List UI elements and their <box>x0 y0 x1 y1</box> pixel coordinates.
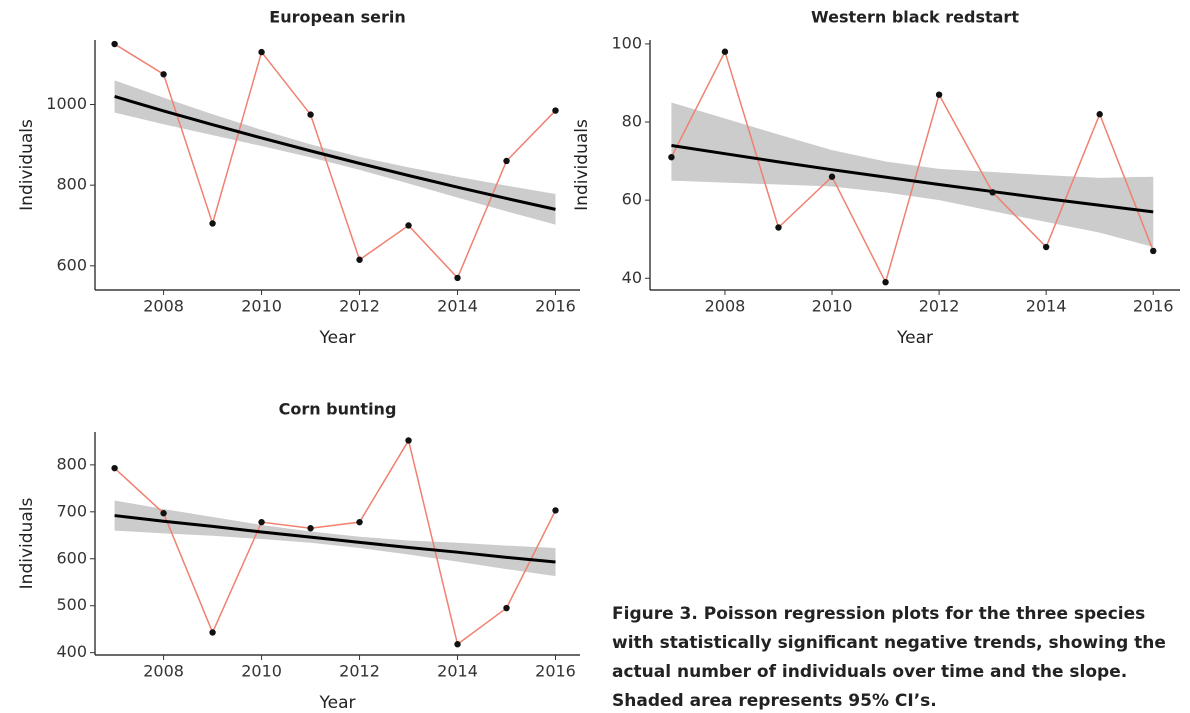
confidence-band <box>671 102 1154 248</box>
data-point <box>668 153 675 161</box>
y-tick-label: 500 <box>56 595 87 614</box>
data-point <box>882 278 889 286</box>
chart-title: Corn bunting <box>279 400 397 419</box>
x-tick-label: 2014 <box>437 297 478 316</box>
data-point <box>1096 111 1103 118</box>
x-tick-label: 2010 <box>241 662 282 681</box>
x-tick-label: 2008 <box>143 297 184 316</box>
y-tick-label: 600 <box>56 548 87 567</box>
chart-title: European serin <box>269 8 405 27</box>
x-axis-label: Year <box>319 693 356 713</box>
data-point <box>307 525 314 532</box>
data-point <box>503 157 510 165</box>
data-point <box>1042 243 1050 251</box>
x-tick-label: 2014 <box>437 662 478 681</box>
y-tick-label: 600 <box>56 255 87 274</box>
y-tick-label: 800 <box>56 454 87 473</box>
y-tick-label: 400 <box>56 642 87 661</box>
data-point <box>405 437 412 444</box>
confidence-band <box>114 80 556 225</box>
x-tick-label: 2008 <box>143 662 184 681</box>
caption: Figure 3. Poisson regression plots for t… <box>612 604 1166 711</box>
y-tick-label: 80 <box>622 112 642 131</box>
y-axis-label: Individuals <box>17 119 37 211</box>
x-tick-label: 2014 <box>1026 297 1067 316</box>
x-tick-label: 2012 <box>339 662 380 681</box>
data-point <box>307 111 314 118</box>
data-point <box>160 71 167 78</box>
data-line <box>114 438 557 646</box>
y-tick-label: 60 <box>622 190 642 209</box>
data-point <box>1150 247 1157 255</box>
data-point <box>160 510 167 517</box>
y-axis-label: Individuals <box>17 498 37 590</box>
x-tick-label: 2012 <box>339 297 380 316</box>
chart-title: Western black redstart <box>811 8 1019 27</box>
x-tick-label: 2010 <box>241 297 282 316</box>
y-tick-label: 40 <box>622 268 642 287</box>
x-axis-label: Year <box>319 328 356 348</box>
data-point <box>209 629 216 636</box>
trend-line <box>114 514 556 564</box>
data-point <box>552 507 559 514</box>
x-tick-label: 2016 <box>535 297 576 316</box>
data-point <box>356 518 363 526</box>
trend-line <box>114 95 556 211</box>
data-point <box>258 48 265 56</box>
data-point <box>209 220 216 227</box>
y-tick-label: 800 <box>56 175 87 194</box>
x-tick-label: 2010 <box>812 297 853 316</box>
data-point <box>258 518 265 526</box>
data-point <box>503 604 510 612</box>
y-axis-label: Individuals <box>572 119 592 211</box>
x-tick-label: 2008 <box>705 297 746 316</box>
y-tick-label: 700 <box>56 501 87 520</box>
data-point <box>356 256 363 263</box>
x-axis-label: Year <box>896 328 933 348</box>
data-point <box>828 173 836 180</box>
y-tick-label: 100 <box>611 33 642 52</box>
x-tick-label: 2012 <box>919 297 960 316</box>
data-point <box>989 189 996 196</box>
trend-line <box>671 143 1154 214</box>
x-tick-label: 2016 <box>1133 297 1174 316</box>
x-tick-label: 2016 <box>535 662 576 681</box>
data-line <box>670 49 1154 285</box>
data-point <box>111 40 118 48</box>
data-point <box>454 641 461 648</box>
data-point <box>552 107 559 114</box>
data-line <box>114 43 557 280</box>
data-point <box>935 91 943 98</box>
y-tick-label: 1000 <box>46 94 87 113</box>
data-point <box>405 222 412 229</box>
data-point <box>454 274 461 282</box>
data-point <box>111 464 118 472</box>
data-point <box>775 224 782 231</box>
data-point <box>721 48 729 55</box>
